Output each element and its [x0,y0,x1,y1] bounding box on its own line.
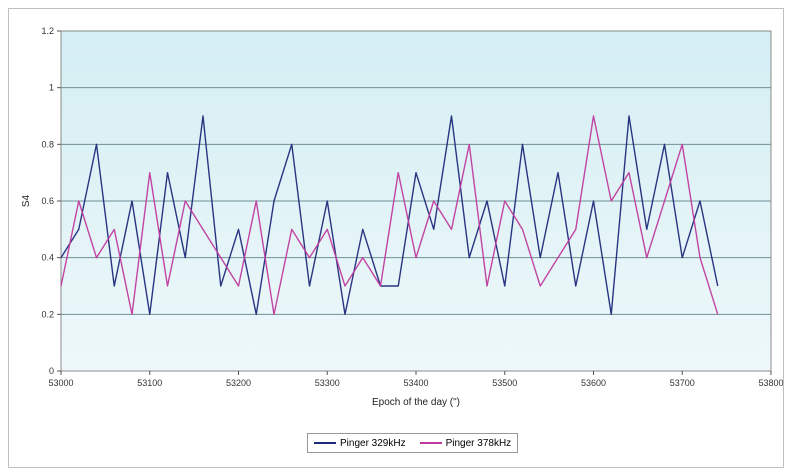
legend-item-series-2: Pinger 378kHz [419,437,512,449]
chart-figure: 0 0.2 0.4 0.6 0.8 1 1.2 53000 53100 53200 53300 534… [8,8,784,468]
y-tick-label: 0.8 [41,139,54,149]
x-tick-label: 53600 [581,378,606,388]
y-tick-label: 0 [49,366,54,376]
x-tick-label: 53800 [758,378,783,388]
x-tick-label: 53300 [315,378,340,388]
series-line-2 [60,115,719,316]
series-line-1 [60,115,719,316]
x-tick-label: 53400 [403,378,428,388]
x-tick-label: 53200 [226,378,251,388]
line-chart: 0 0.2 0.4 0.6 0.8 1 1.2 53000 53100 53200 53300 534… [21,26,783,408]
x-tick-label: 53100 [137,378,162,388]
x-tick-label: 53700 [670,378,695,388]
x-axis-title: Epoch of the day (") [372,397,460,408]
y-axis-title: S4 [21,194,32,207]
x-tick-label: 53500 [492,378,517,388]
legend-label-series-1: Pinger 329kHz [340,437,406,449]
legend: Pinger 329kHz Pinger 378kHz [307,433,519,453]
x-tick-label: 53000 [48,378,73,388]
legend-item-series-1: Pinger 329kHz [314,438,406,449]
legend-swatch-series-1 [314,442,336,444]
y-tick-label: 1 [49,83,54,93]
y-tick-label: 0.6 [41,196,54,206]
y-tick-label: 1.2 [41,26,54,36]
legend-label-series-2: Pinger 378kHz [445,437,512,449]
axes: 0 0.2 0.4 0.6 0.8 1 1.2 53000 53100 53200 53300 534… [41,26,783,388]
y-tick-label: 0.4 [41,253,54,263]
legend-swatch-series-2 [419,442,442,444]
series-layer [60,115,719,316]
y-tick-label: 0.2 [41,309,54,319]
